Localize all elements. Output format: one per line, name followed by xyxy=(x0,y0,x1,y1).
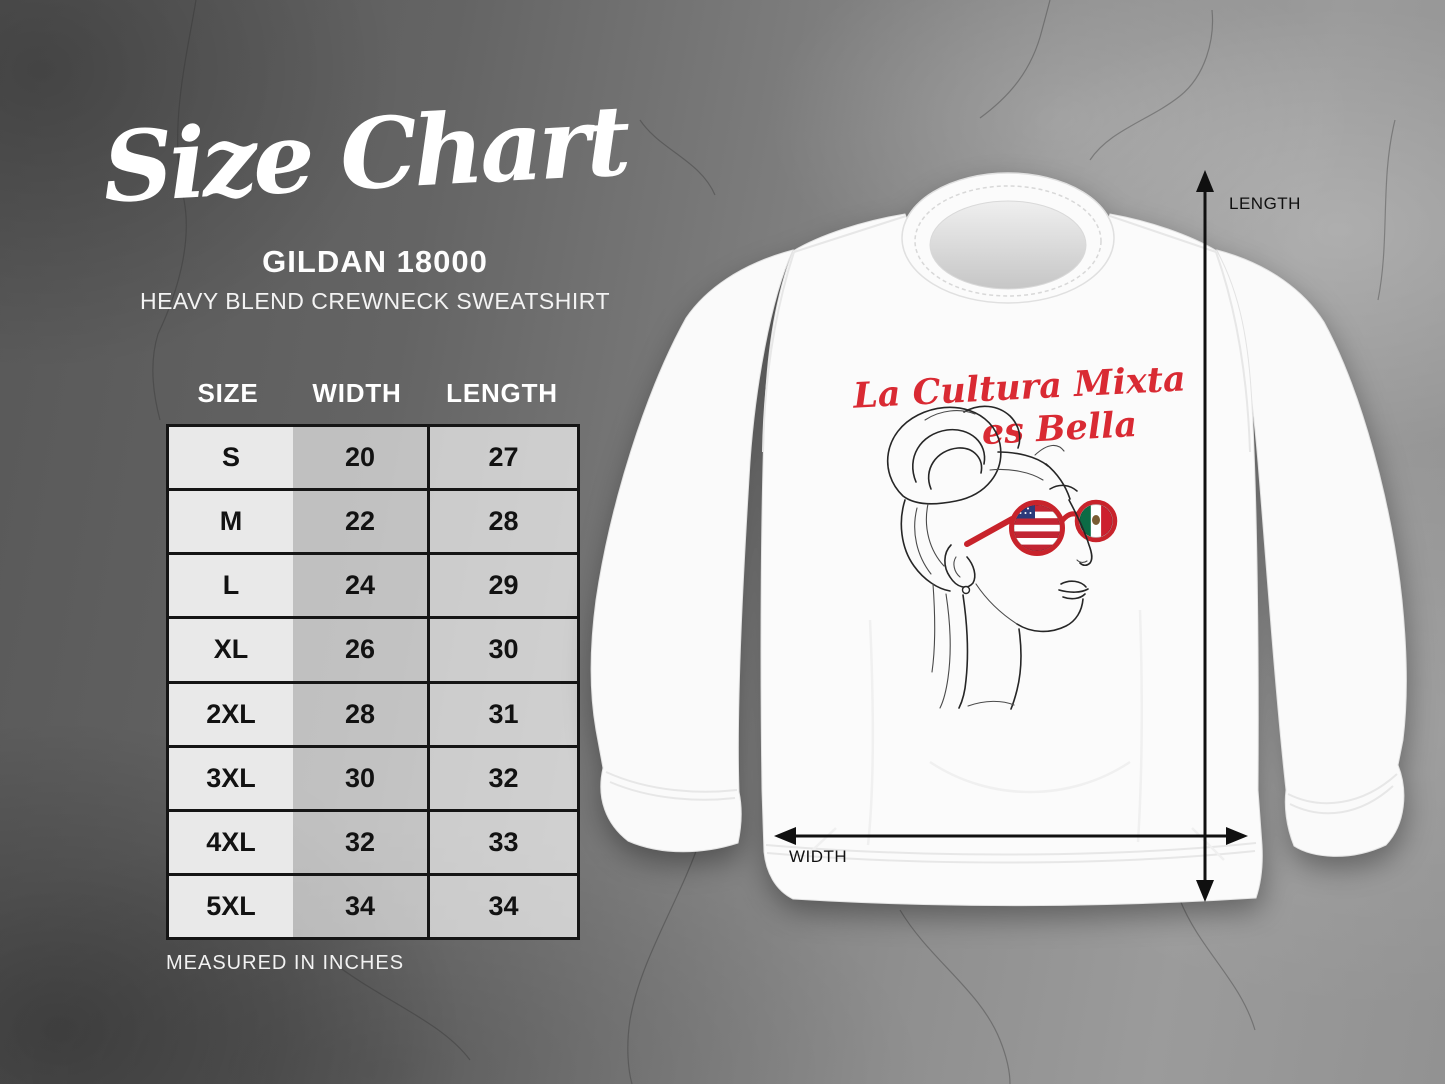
header-size: SIZE xyxy=(197,377,259,408)
width-cell: 26 xyxy=(293,619,427,681)
left-cuff xyxy=(605,771,738,793)
hem-band xyxy=(765,842,1257,856)
length-cell: 33 xyxy=(427,811,577,873)
size-cell: 5XL xyxy=(169,875,293,937)
length-cell: 27 xyxy=(427,427,577,489)
earring-stud xyxy=(961,585,971,595)
size-cell: L xyxy=(169,555,293,617)
header-length: LENGTH xyxy=(446,377,558,408)
size-cell: 2XL xyxy=(169,683,293,745)
length-cell: 28 xyxy=(427,491,577,553)
size-cell: 3XL xyxy=(169,747,293,809)
table-row: S 20 27 xyxy=(169,427,577,492)
us-flag-lens xyxy=(1009,500,1065,556)
measurement-note: MEASURED IN INCHES xyxy=(166,952,405,974)
messy-bun xyxy=(887,405,1021,505)
width-cell: 22 xyxy=(293,491,427,553)
width-cell: 24 xyxy=(293,555,427,617)
crewneck-collar xyxy=(901,172,1115,304)
table-row: 4XL 32 33 xyxy=(169,811,577,876)
size-cell: 4XL xyxy=(169,811,293,873)
right-sleeve xyxy=(1216,249,1407,857)
size-cell: S xyxy=(169,427,293,489)
width-cell: 28 xyxy=(293,683,427,745)
length-cell: 31 xyxy=(427,683,577,745)
length-cell: 29 xyxy=(427,555,577,617)
table-row: XL 26 30 xyxy=(169,619,577,684)
table-row: 2XL 28 31 xyxy=(169,683,577,748)
length-arrow xyxy=(1196,170,1214,902)
right-cuff xyxy=(1287,773,1398,805)
length-cell: 30 xyxy=(427,619,577,681)
width-arrow xyxy=(774,827,1248,845)
table-row: M 22 28 xyxy=(169,491,577,556)
size-table-header: SIZE WIDTH LENGTH xyxy=(166,374,580,412)
width-cell: 34 xyxy=(293,875,427,937)
sweatshirt-garment xyxy=(590,172,1407,907)
product-name: GILDAN 18000 xyxy=(262,244,488,279)
width-cell: 32 xyxy=(293,811,427,873)
sunglasses xyxy=(964,499,1118,556)
print-tagline-line2: es Bella xyxy=(981,404,1138,453)
width-cell: 20 xyxy=(293,427,427,489)
torso xyxy=(760,213,1263,907)
length-cell: 34 xyxy=(427,875,577,937)
size-cell: XL xyxy=(169,619,293,681)
header-width: WIDTH xyxy=(312,377,402,408)
size-cell: M xyxy=(169,491,293,553)
product-description: HEAVY BLEND CREWNECK SWEATSHIRT xyxy=(139,288,611,314)
width-cell: 30 xyxy=(293,747,427,809)
length-label: LENGTH xyxy=(1229,194,1301,213)
mexico-flag-lens xyxy=(1074,499,1118,543)
table-row: 5XL 34 34 xyxy=(169,875,577,937)
length-cell: 32 xyxy=(427,747,577,809)
table-row: 3XL 30 32 xyxy=(169,747,577,812)
left-sleeve xyxy=(590,249,794,853)
table-row: L 24 29 xyxy=(169,555,577,620)
size-table: S 20 27 M 22 28 L 24 29 XL 26 30 2XL 28 … xyxy=(166,424,580,940)
width-label: WIDTH xyxy=(789,847,847,866)
woman-illustration xyxy=(887,405,1118,710)
